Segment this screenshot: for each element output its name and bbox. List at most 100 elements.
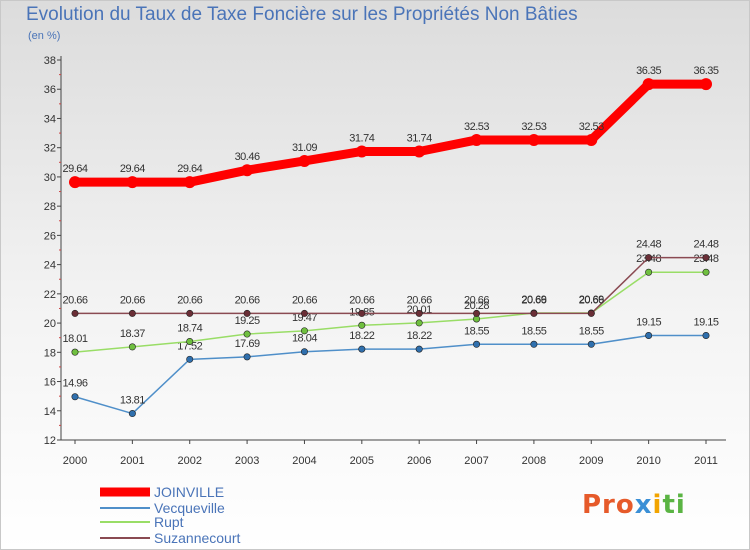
x-tick-label: 2001: [120, 455, 144, 467]
data-point: [585, 133, 598, 146]
data-label: 36.35: [636, 65, 661, 77]
data-point: [183, 176, 196, 189]
data-label: 20.66: [62, 294, 87, 306]
data-point: [645, 254, 653, 262]
x-tick-label: 2000: [63, 455, 87, 467]
data-point: [128, 343, 136, 351]
data-label: 32.53: [579, 121, 604, 133]
x-tick-label: 2007: [464, 455, 488, 467]
data-label: 20.66: [349, 294, 374, 306]
data-label: 20.69: [579, 294, 604, 306]
y-tick-label: 24: [44, 260, 56, 272]
x-tick-label: 2002: [177, 455, 201, 467]
data-point: [300, 309, 308, 317]
y-tick-label: 20: [44, 318, 56, 330]
data-label: 29.64: [177, 163, 202, 175]
y-tick-label: 26: [44, 230, 56, 242]
data-point: [300, 348, 308, 356]
y-tick-label: 34: [44, 113, 56, 125]
data-point: [473, 340, 481, 348]
data-point: [186, 309, 194, 317]
logo-part-4: ti: [662, 490, 686, 520]
data-point: [527, 133, 540, 146]
data-label: 17.52: [177, 340, 202, 352]
data-point: [300, 327, 308, 335]
data-point: [355, 145, 368, 158]
data-label: 18.37: [120, 328, 145, 340]
data-label: 29.64: [120, 163, 145, 175]
data-label: 20.66: [292, 294, 317, 306]
x-tick-label: 2006: [407, 455, 431, 467]
data-point: [700, 78, 712, 91]
series-line: [74, 334, 706, 415]
data-point: [243, 353, 251, 361]
logo-part-2: x: [634, 490, 653, 520]
data-point: [530, 309, 538, 317]
legend-label: JOINVILLE: [154, 484, 224, 500]
data-point: [243, 330, 251, 338]
y-tick-label: 18: [44, 347, 56, 359]
legend-label: Suzannecourt: [154, 530, 241, 546]
logo-part-1: Pro: [582, 490, 635, 520]
logo-part-3: i: [652, 490, 663, 520]
data-label: 24.48: [693, 239, 718, 251]
data-label: 14.96: [62, 378, 87, 390]
data-label: 31.74: [349, 132, 374, 144]
y-tick-label: 14: [44, 406, 56, 418]
x-tick-label: 2009: [579, 455, 603, 467]
series-line: [75, 79, 706, 187]
data-label: 30.46: [235, 151, 260, 163]
y-tick-label: 38: [44, 55, 56, 67]
data-label: 31.09: [292, 142, 317, 154]
data-point: [645, 331, 653, 339]
data-label: 18.74: [177, 322, 202, 334]
data-label: 19.15: [636, 317, 661, 329]
data-point: [642, 78, 655, 91]
data-label: 20.66: [521, 294, 546, 306]
data-label: 20.66: [407, 294, 432, 306]
data-point: [645, 268, 653, 276]
x-tick-label: 2008: [522, 455, 546, 467]
data-point: [186, 355, 194, 363]
series-line: [74, 271, 706, 353]
series-joinville: 29.64 29.64 29.64 30.46 31.09 31.74 31.74 32.53…: [62, 65, 719, 189]
data-label: 20.28: [464, 300, 489, 312]
series-group: 14.96 13.81 17.52 17.69 18.04 18.22 18.22 18.55…: [62, 65, 719, 418]
data-point: [702, 254, 710, 262]
data-label: 32.53: [521, 121, 546, 133]
data-label: 20.69: [521, 294, 546, 306]
data-label: 32.53: [464, 121, 489, 133]
data-point: [298, 154, 311, 167]
y-tick-label: 22: [44, 289, 56, 301]
data-point: [415, 309, 423, 317]
data-label: 20.66: [464, 294, 489, 306]
data-point: [69, 176, 81, 189]
data-label: 19.25: [235, 315, 260, 327]
data-label: 36.35: [693, 65, 718, 77]
data-label: 20.66: [177, 294, 202, 306]
y-tick-label: 30: [44, 172, 56, 184]
data-point: [702, 268, 710, 276]
data-label: 19.15: [693, 317, 718, 329]
series-line: [75, 256, 706, 315]
y-tick-label: 36: [44, 84, 56, 96]
data-point: [358, 321, 366, 329]
data-label: 13.81: [120, 395, 145, 407]
x-tick-label: 2005: [350, 455, 374, 467]
data-label: 19.47: [292, 312, 317, 324]
x-tick-label: 2011: [694, 455, 718, 467]
y-tick-label: 28: [44, 201, 56, 213]
series-suzannecourt: 20.66 20.66 20.66 20.66 20.66 20.66 20.66 20.66…: [62, 239, 719, 317]
data-label: 18.55: [464, 325, 489, 337]
data-point: [587, 340, 595, 348]
data-label: 17.69: [235, 338, 260, 350]
legend-label: Rupt: [154, 514, 184, 530]
data-label: 18.01: [62, 333, 87, 345]
chart-title: Evolution du Taux de Taxe Foncière sur l…: [26, 4, 578, 25]
data-point: [186, 337, 194, 345]
data-point: [413, 145, 426, 158]
data-point: [415, 319, 423, 327]
data-point: [415, 345, 423, 353]
